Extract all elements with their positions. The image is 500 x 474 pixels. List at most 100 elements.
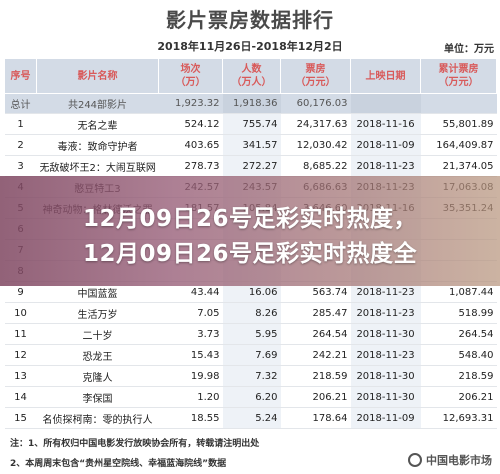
cell-seq: 11 [4, 323, 37, 345]
table-row: 13 克隆人 19.98 7.32 218.59 2018-11-30 218.59 [4, 365, 497, 387]
cell-name: 生活万岁 [36, 302, 159, 324]
cell-date [350, 93, 421, 114]
cell-date: 2018-11-30 [350, 365, 421, 387]
cell-date: 2018-11-09 [350, 134, 421, 156]
cell-box: 60,176.03 [280, 93, 351, 114]
cell-box: 242.21 [280, 344, 351, 366]
unit-label: 单位：万元 [444, 44, 494, 55]
col-header-cumulative: 累计票房 （万元） [420, 58, 497, 94]
col-header-shows: 场次 （万） [158, 58, 223, 94]
cell-cumulative: 264.54 [420, 323, 497, 345]
cell-box: 24,317.63 [280, 113, 351, 135]
cell-name: 恐龙王 [36, 344, 159, 366]
cell-name: 名侦探柯南：零的执行人 [36, 407, 159, 429]
col-header-seq: 序号 [4, 58, 37, 94]
cell-box: 563.74 [280, 281, 351, 303]
cell-cumulative: 55,801.89 [420, 113, 497, 135]
cell-cumulative: 206.21 [420, 386, 497, 408]
footnote-1: 注：1、所有权归中国电影发行放映协会所有，转载请注明出处 [10, 439, 260, 449]
cell-name: 无名之辈 [36, 113, 159, 135]
col-header-box: 票房 （万元） [280, 58, 351, 94]
cell-viewers: 6.20 [222, 386, 281, 408]
cell-seq: 15 [4, 407, 37, 429]
cell-shows: 15.43 [158, 344, 223, 366]
cell-cumulative: 218.59 [420, 365, 497, 387]
cell-viewers: 16.06 [222, 281, 281, 303]
cell-box: 8,685.22 [280, 155, 351, 177]
cell-viewers: 272.27 [222, 155, 281, 177]
cell-name: 中国蓝盔 [36, 281, 159, 303]
cell-cumulative: 164,409.87 [420, 134, 497, 156]
table-total-row: 总计 共244部影片 1,923.32 1,918.36 60,176.03 [4, 93, 497, 114]
cell-cumulative: 12,693.31 [420, 407, 497, 429]
cell-shows: 7.05 [158, 302, 223, 324]
table-row: 11 二十岁 3.73 5.95 264.54 2018-11-30 264.54 [4, 323, 497, 345]
cell-name: 无敌破坏王2：大闹互联网 [36, 155, 159, 177]
cell-seq: 14 [4, 386, 37, 408]
cell-date: 2018-11-30 [350, 323, 421, 345]
cell-shows: 3.73 [158, 323, 223, 345]
cell-date: 2018-11-23 [350, 155, 421, 177]
logo-icon [408, 453, 422, 467]
banner-line-1: 12月09日26号足彩实时热度， [82, 206, 418, 232]
cell-viewers: 8.26 [222, 302, 281, 324]
table-row: 15 名侦探柯南：零的执行人 18.55 5.24 178.64 2018-11-09 12… [4, 407, 497, 429]
headline-banner: 12月09日26号足彩实时热度， 12月09日26号足彩实时热度全 [0, 176, 500, 286]
cell-box: 206.21 [280, 386, 351, 408]
cell-name: 克隆人 [36, 365, 159, 387]
footnotes: 注：1、所有权归中国电影发行放映协会所有，转载请注明出处 2、本周周末包含“贵州… [10, 434, 490, 474]
cell-box: 285.47 [280, 302, 351, 324]
cell-name: 毒液：致命守护者 [36, 134, 159, 156]
col-header-viewers: 人数 （万人） [222, 58, 281, 94]
cell-seq: 总计 [4, 93, 37, 114]
col-header-date: 上映日期 [350, 58, 421, 94]
cell-viewers: 7.69 [222, 344, 281, 366]
footnote-2: 2、本周周末包含“贵州星空院线、幸福蓝海院线”数据 [10, 459, 227, 469]
cell-viewers: 755.74 [222, 113, 281, 135]
page-title: 影片票房数据排行 [166, 8, 334, 32]
table-row: 2 毒液：致命守护者 403.65 341.57 12,030.42 2018-11-09… [4, 134, 497, 156]
cell-cumulative: 21,374.05 [420, 155, 497, 177]
cell-seq: 9 [4, 281, 37, 303]
cell-name: 李保国 [36, 386, 159, 408]
table-row: 12 恐龙王 15.43 7.69 242.21 2018-11-23 548.40 [4, 344, 497, 366]
banner-line-2: 12月09日26号足彩实时热度全 [82, 241, 418, 267]
cell-viewers: 7.32 [222, 365, 281, 387]
cell-viewers: 341.57 [222, 134, 281, 156]
cell-shows: 18.55 [158, 407, 223, 429]
cell-box: 264.54 [280, 323, 351, 345]
table-row: 10 生活万岁 7.05 8.26 285.47 2018-11-23 518.99 [4, 302, 497, 324]
table-row: 3 无敌破坏王2：大闹互联网 278.73 272.27 8,685.22 2018-11… [4, 155, 497, 177]
cell-shows: 278.73 [158, 155, 223, 177]
cell-box: 218.59 [280, 365, 351, 387]
col-header-name: 影片名称 [36, 58, 159, 94]
cell-shows: 1,923.32 [158, 93, 223, 114]
cell-cumulative [420, 93, 497, 114]
cell-date: 2018-11-30 [350, 386, 421, 408]
table-header-row: 序号 影片名称 场次 （万） 人数 （万人） 票房 （万元） 上映日期 累计票房… [4, 58, 497, 94]
cell-date: 2018-11-23 [350, 302, 421, 324]
table-row: 14 李保国 1.20 6.20 206.21 2018-11-30 206.21 [4, 386, 497, 408]
table-row: 9 中国蓝盔 43.44 16.06 563.74 2018-11-23 1,087.44 [4, 281, 497, 303]
cell-box: 178.64 [280, 407, 351, 429]
cell-viewers: 5.24 [222, 407, 281, 429]
cell-date: 2018-11-23 [350, 281, 421, 303]
cell-seq: 3 [4, 155, 37, 177]
cell-seq: 12 [4, 344, 37, 366]
cell-seq: 13 [4, 365, 37, 387]
cell-date: 2018-11-16 [350, 113, 421, 135]
table-row: 1 无名之辈 524.12 755.74 24,317.63 2018-11-16 55,8… [4, 113, 497, 135]
cell-name: 共244部影片 [36, 93, 159, 114]
watermark-text: 中国电影市场 [426, 454, 492, 467]
cell-shows: 403.65 [158, 134, 223, 156]
cell-seq: 2 [4, 134, 37, 156]
cell-date: 2018-11-09 [350, 407, 421, 429]
cell-viewers: 5.95 [222, 323, 281, 345]
cell-name: 二十岁 [36, 323, 159, 345]
cell-shows: 19.98 [158, 365, 223, 387]
cell-cumulative: 1,087.44 [420, 281, 497, 303]
cell-box: 12,030.42 [280, 134, 351, 156]
cell-shows: 43.44 [158, 281, 223, 303]
cell-shows: 524.12 [158, 113, 223, 135]
cell-date: 2018-11-23 [350, 344, 421, 366]
